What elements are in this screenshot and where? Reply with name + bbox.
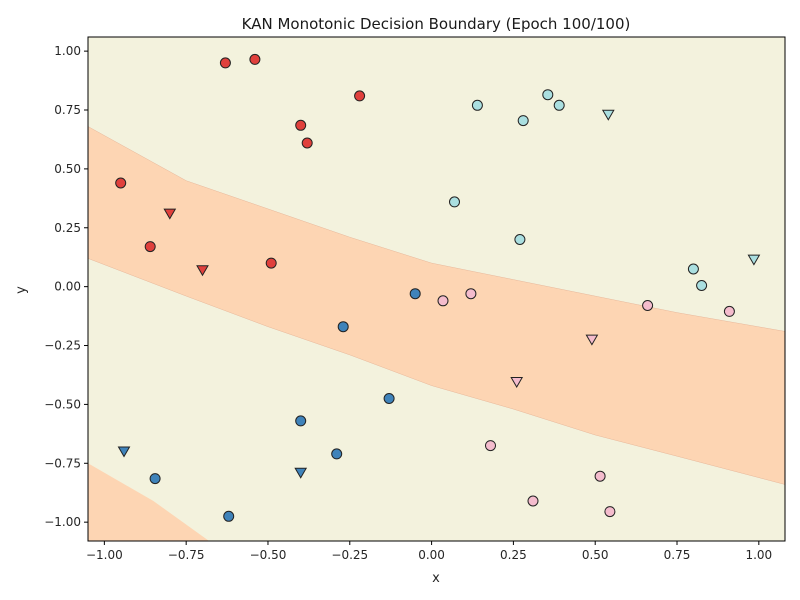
x-tick-label: 1.00 (745, 548, 772, 562)
data-point-circle (331, 448, 343, 460)
data-point-circle (542, 89, 554, 101)
x-tick-label: −0.75 (168, 548, 205, 562)
y-tick-label: 0.00 (54, 280, 81, 294)
y-tick-label: 1.00 (54, 44, 81, 58)
data-point-circle (594, 470, 606, 482)
data-point-circle (409, 288, 421, 300)
data-point-circle (301, 137, 313, 149)
x-tick-label: −0.25 (331, 548, 368, 562)
data-point-circle (144, 241, 156, 253)
data-point-circle (471, 99, 483, 111)
data-point-circle (723, 305, 735, 317)
y-tick-label: −0.75 (44, 456, 81, 470)
x-axis: −1.00 −0.75 −0.50 −0.25 0.00 0.25 0.50 0.75 1.00 (86, 541, 772, 562)
data-point-circle (642, 300, 654, 311)
data-point-circle (337, 321, 349, 333)
data-point-triangle (163, 208, 177, 220)
x-tick-label: 0.75 (664, 548, 691, 562)
data-point-circle (527, 495, 539, 507)
data-point-triangle (294, 467, 308, 479)
data-point-triangle (510, 377, 524, 388)
data-point-circle (437, 295, 449, 307)
data-point-circle (295, 415, 307, 427)
y-tick-label: 0.50 (54, 162, 81, 176)
data-point-circle (383, 393, 395, 404)
data-point-triangle (601, 109, 615, 121)
x-tick-label: 0.25 (500, 548, 527, 562)
data-point-circle (604, 506, 616, 518)
x-tick-label: 0.50 (582, 548, 609, 562)
x-tick-label: −1.00 (86, 548, 123, 562)
x-tick-label: 0.00 (418, 548, 445, 562)
data-point-circle (465, 288, 477, 300)
data-point-triangle (117, 446, 131, 458)
y-tick-label: −0.50 (44, 397, 81, 411)
data-point-circle (115, 177, 127, 189)
data-point-circle (485, 440, 496, 452)
plot-area (87, 36, 786, 542)
y-tick-label: 0.75 (54, 103, 81, 117)
data-points (115, 53, 761, 522)
data-point-circle (449, 196, 460, 208)
y-axis-label: y (14, 286, 29, 294)
data-point-circle (354, 90, 366, 102)
data-point-circle (295, 119, 307, 131)
y-tick-label: 0.25 (54, 221, 81, 235)
data-point-triangle (747, 254, 761, 266)
data-point-circle (219, 57, 231, 69)
data-point-triangle (585, 334, 599, 346)
x-axis-label: x (432, 571, 440, 586)
data-point-circle (687, 263, 699, 275)
data-point-circle (514, 234, 526, 245)
chart-title: KAN Monotonic Decision Boundary (Epoch 1… (242, 15, 631, 33)
y-tick-label: −1.00 (44, 515, 81, 529)
data-point-circle (553, 99, 565, 111)
data-point-triangle (196, 265, 209, 277)
y-axis: −1.00 −0.75 −0.50 −0.25 0.00 0.25 0.50 0.75 1.00 (44, 44, 88, 529)
data-point-circle (265, 257, 277, 269)
plot-frame (87, 36, 786, 542)
data-point-circle (223, 510, 235, 522)
data-point-circle (517, 115, 529, 127)
data-point-circle (696, 280, 708, 291)
x-tick-label: −0.50 (250, 548, 287, 562)
data-point-circle (149, 473, 161, 485)
data-point-circle (249, 53, 261, 65)
y-tick-label: −0.25 (44, 339, 81, 353)
decision-region-corner (88, 463, 210, 541)
